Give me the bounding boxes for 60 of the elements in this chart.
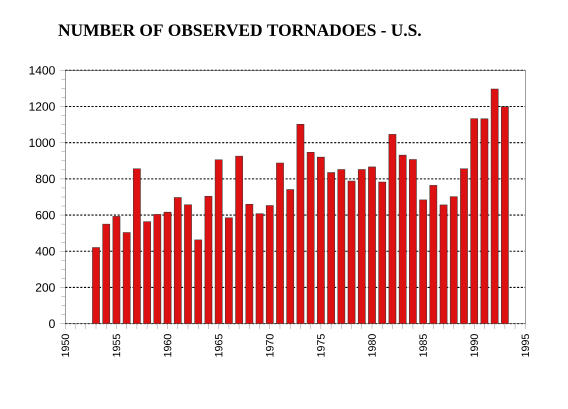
bar [112, 216, 120, 324]
y-tick-label: 1200 [30, 102, 55, 111]
bar [460, 168, 468, 324]
bar [153, 214, 162, 324]
bar [378, 182, 386, 324]
x-tick-label: 1950 [62, 334, 70, 357]
bar [419, 200, 427, 324]
bar [409, 159, 417, 324]
x-tick-label: 1965 [214, 334, 222, 357]
bar [429, 185, 438, 324]
bar [306, 152, 315, 324]
bar [337, 169, 346, 324]
bar [440, 204, 448, 324]
bar [225, 218, 233, 324]
x-tick-label: 1970 [266, 334, 274, 357]
bar [368, 166, 376, 324]
bar [184, 204, 192, 324]
bar [143, 221, 151, 324]
bar [450, 196, 458, 324]
y-tick-label: 200 [36, 283, 55, 292]
y-tick-label: 400 [36, 247, 55, 256]
bar [194, 240, 202, 324]
x-tick-label: 1980 [368, 334, 376, 357]
y-tick-label: 1000 [30, 138, 55, 147]
bar [348, 180, 356, 324]
bar [266, 205, 274, 324]
bar [122, 232, 131, 324]
y-tick-label: 600 [36, 210, 55, 220]
bar [388, 134, 396, 324]
bar [399, 155, 406, 324]
x-tick-label: 1990 [470, 334, 478, 357]
bar [133, 168, 141, 324]
y-tick-label: 1400 [30, 66, 55, 75]
x-tick-label: 1955 [112, 334, 120, 357]
bar [501, 106, 509, 324]
bar [317, 156, 325, 324]
chart-title: NUMBER OF OBSERVED TORNADOES - U.S. [58, 24, 421, 36]
bar [480, 118, 488, 324]
x-tick-label: 1985 [419, 334, 427, 357]
x-tick-label: 1960 [164, 334, 172, 357]
bar [286, 189, 294, 324]
bar [164, 212, 172, 324]
bar [358, 169, 366, 324]
bar [214, 159, 223, 324]
x-tick-label: 1975 [317, 334, 325, 357]
bar [204, 196, 212, 324]
bar [276, 162, 284, 324]
bar [92, 247, 100, 324]
bar [470, 118, 478, 324]
bar [245, 204, 254, 324]
y-tick-label: 0 [49, 319, 55, 328]
bar [235, 156, 243, 324]
x-tick-label: 1995 [522, 334, 530, 357]
y-tick-label: 800 [36, 174, 55, 184]
bar [296, 124, 304, 324]
bar [256, 213, 264, 324]
bar [102, 224, 110, 324]
bar [327, 172, 335, 324]
bar [174, 197, 182, 324]
bar [490, 88, 499, 324]
